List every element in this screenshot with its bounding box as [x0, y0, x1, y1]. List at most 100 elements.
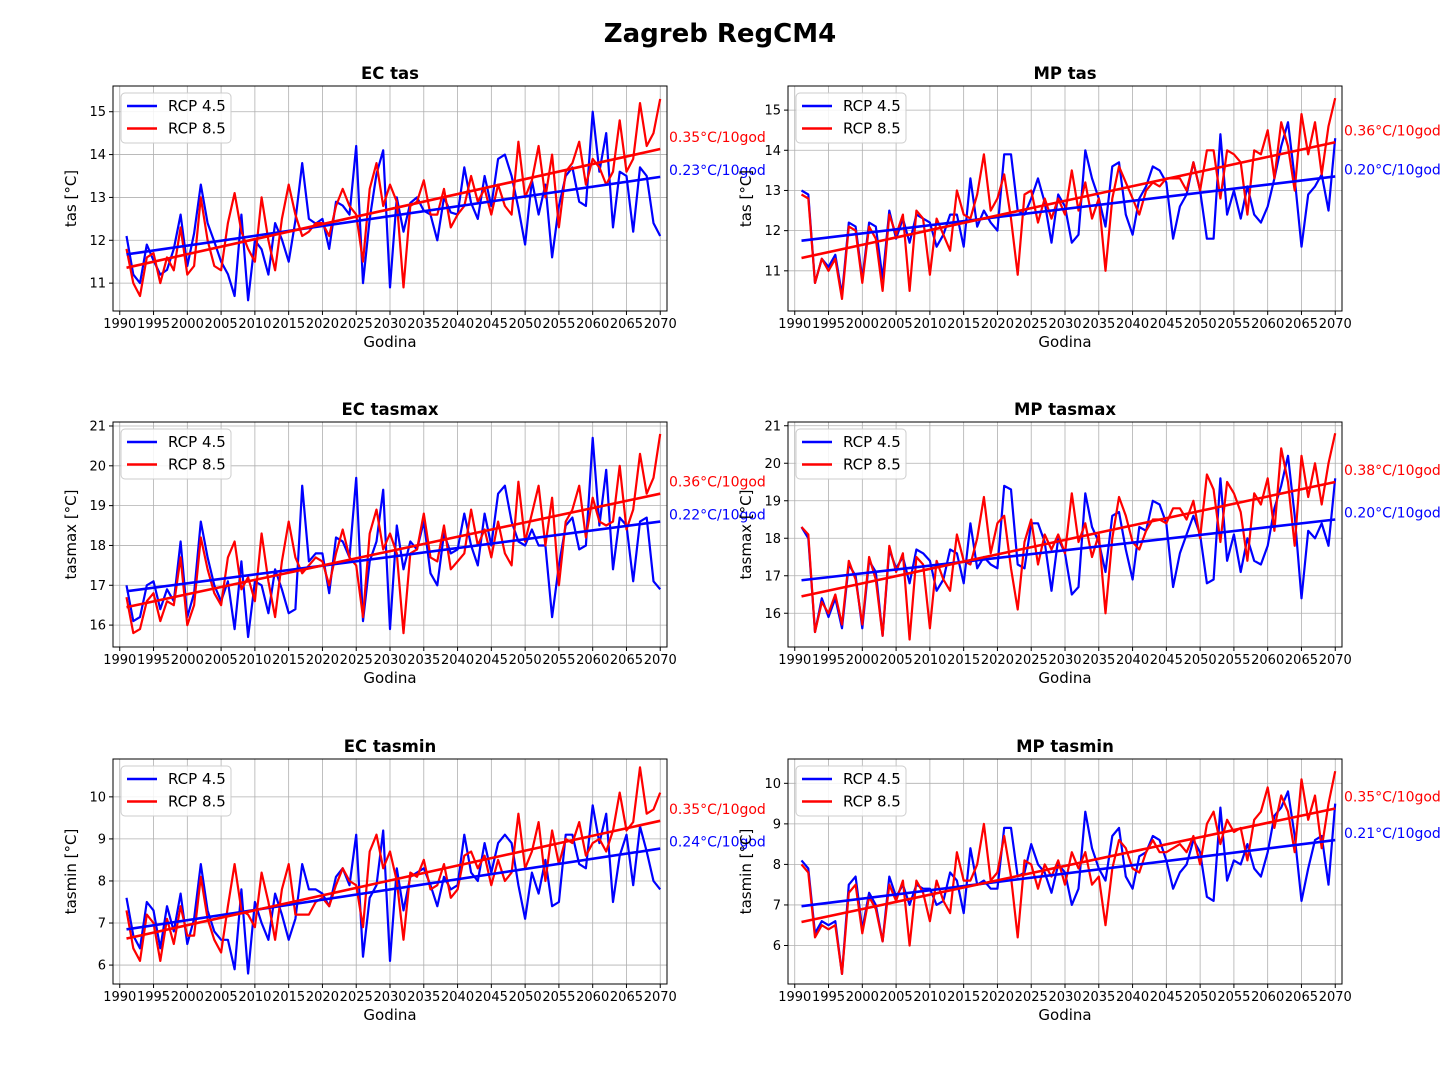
y-tick-label: 6	[98, 959, 106, 974]
y-tick-label: 16	[764, 607, 781, 622]
y-tick-label: 12	[89, 234, 106, 249]
x-tick-label: 2030	[1048, 317, 1081, 332]
legend-label: RCP 4.5	[168, 770, 226, 788]
trend-line-rcp45	[126, 175, 661, 256]
x-tick-label: 2020	[981, 317, 1014, 332]
y-tick-label: 8	[773, 858, 781, 873]
x-tick-label: 2060	[576, 317, 609, 332]
x-tick-label: 1990	[778, 317, 811, 332]
chart-panel-4: 1990 1995 2000 2005 2010 2015 2020 2025 2030 2035…	[737, 400, 1440, 687]
x-axis-label: Godina	[1038, 1006, 1091, 1024]
chart-title: MP tas	[1033, 64, 1096, 83]
x-tick-label: 1995	[137, 653, 170, 668]
x-tick-label: 2005	[205, 653, 238, 668]
x-tick-label: 2065	[1285, 317, 1318, 332]
x-tick-label: 2005	[205, 317, 238, 332]
x-tick-label: 2015	[272, 653, 305, 668]
y-tick-label: 14	[89, 148, 106, 163]
x-tick-label: 1995	[137, 990, 170, 1005]
series-line-rcp85	[800, 770, 1337, 975]
x-tick-label: 2000	[171, 317, 204, 332]
x-tick-label: 2005	[205, 990, 238, 1005]
trend-line-rcp45	[801, 175, 1336, 242]
series-line-rcp85	[800, 97, 1337, 300]
x-tick-label: 2055	[542, 317, 575, 332]
x-tick-label: 1995	[812, 990, 845, 1005]
x-tick-label: 2045	[475, 317, 508, 332]
y-tick-label: 18	[764, 532, 781, 547]
y-tick-label: 19	[89, 499, 106, 514]
chart-title: EC tas	[361, 64, 419, 83]
legend-label: RCP 8.5	[168, 120, 226, 138]
series-line-rcp85	[125, 98, 662, 298]
legend: RCP 4.5 RCP 8.5	[120, 428, 232, 480]
x-tick-label: 2015	[272, 990, 305, 1005]
x-tick-label: 2000	[846, 653, 879, 668]
x-tick-label: 2035	[1082, 990, 1115, 1005]
x-tick-label: 2020	[306, 653, 339, 668]
y-tick-label: 10	[764, 777, 781, 792]
series-line-rcp45	[125, 804, 662, 975]
x-tick-label: 1995	[812, 653, 845, 668]
x-tick-label: 2000	[171, 990, 204, 1005]
x-tick-label: 2065	[610, 317, 643, 332]
x-tick-label: 2065	[610, 653, 643, 668]
y-tick-label: 13	[764, 184, 781, 199]
x-tick-label: 2070	[1319, 317, 1352, 332]
x-tick-label: 2030	[373, 317, 406, 332]
x-tick-label: 2045	[1150, 653, 1183, 668]
chart-panel-3: 1990 1995 2000 2005 2010 2015 2020 2025 2030 2035…	[62, 400, 766, 687]
x-tick-label: 2070	[1319, 653, 1352, 668]
x-tick-label: 2065	[1285, 653, 1318, 668]
x-tick-label: 2020	[306, 317, 339, 332]
x-tick-label: 2050	[1184, 317, 1217, 332]
x-tick-label: 2045	[1150, 990, 1183, 1005]
trend-label-rcp45: 0.22°C/10god	[669, 508, 766, 524]
x-tick-label: 2065	[1285, 990, 1318, 1005]
legend-label: RCP 4.5	[843, 97, 901, 115]
x-tick-label: 2010	[238, 317, 271, 332]
y-axis-label: tasmax [°C]	[737, 489, 755, 579]
x-tick-label: 2035	[407, 317, 440, 332]
y-tick-label: 11	[764, 264, 781, 279]
trend-label-rcp85: 0.36°C/10god	[669, 475, 766, 491]
x-tick-label: 2000	[846, 317, 879, 332]
trend-line-rcp85	[801, 140, 1336, 260]
x-tick-label: 2010	[238, 653, 271, 668]
x-tick-label: 2025	[340, 990, 373, 1005]
x-tick-label: 1995	[137, 317, 170, 332]
legend: RCP 4.5 RCP 8.5	[120, 765, 232, 817]
y-tick-label: 18	[89, 539, 106, 554]
x-tick-label: 2025	[340, 317, 373, 332]
chart-title: MP tasmax	[1014, 400, 1116, 419]
x-tick-label: 2015	[272, 317, 305, 332]
y-tick-label: 13	[89, 191, 106, 206]
series-line-rcp45	[800, 790, 1337, 975]
x-tick-label: 2070	[1319, 990, 1352, 1005]
x-tick-label: 2025	[1015, 317, 1048, 332]
x-tick-label: 2040	[1116, 653, 1149, 668]
y-tick-label: 7	[773, 898, 781, 913]
trend-label-rcp85: 0.36°C/10god	[1344, 123, 1440, 139]
legend-label: RCP 8.5	[168, 456, 226, 474]
legend: RCP 4.5 RCP 8.5	[120, 92, 232, 144]
y-tick-label: 21	[764, 419, 781, 434]
x-tick-label: 2000	[171, 653, 204, 668]
panels: 1990 1995 2000 2005 2010 2015 2020 2025 2030 2035…	[62, 64, 1440, 1024]
x-tick-label: 1990	[778, 990, 811, 1005]
chart-title: MP tasmin	[1016, 737, 1114, 756]
figure-title: Zagreb RegCM4	[604, 19, 836, 49]
x-tick-label: 2030	[1048, 990, 1081, 1005]
x-tick-label: 2060	[1251, 990, 1284, 1005]
x-tick-label: 2060	[576, 990, 609, 1005]
x-tick-label: 2040	[441, 317, 474, 332]
x-tick-label: 2010	[913, 990, 946, 1005]
y-tick-label: 7	[98, 917, 106, 932]
legend-label: RCP 4.5	[168, 433, 226, 451]
chart-panel-1: 1990 1995 2000 2005 2010 2015 2020 2025 2030 2035…	[62, 64, 766, 351]
x-tick-label: 2030	[373, 990, 406, 1005]
x-tick-label: 2005	[880, 990, 913, 1005]
trend-line-rcp85	[126, 147, 661, 269]
series-line-rcp85	[125, 766, 662, 962]
y-axis-label: tasmax [°C]	[62, 489, 80, 579]
